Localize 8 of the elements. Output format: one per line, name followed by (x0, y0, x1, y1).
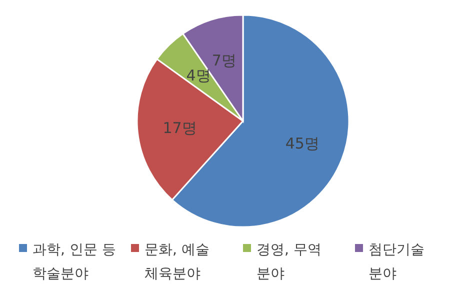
legend-label: 첨단기술 분야 (368, 241, 426, 284)
legend-label: 문화, 예술 체육분야 (144, 241, 210, 284)
legend-label: 경영, 무역 분야 (256, 241, 322, 284)
data-label: 4명 (186, 66, 211, 85)
data-label: 45명 (285, 134, 320, 153)
data-label: 7명 (212, 51, 236, 70)
data-label: 17명 (162, 118, 197, 137)
legend-label: 과학, 인문 등 학술분야 (32, 241, 116, 284)
